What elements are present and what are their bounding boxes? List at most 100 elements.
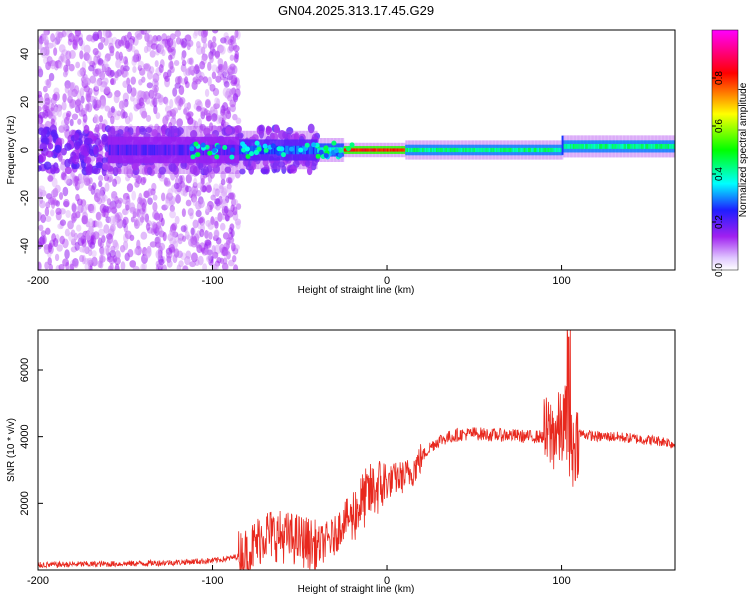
spectral-cell [78, 37, 84, 47]
spectral-cell [150, 43, 158, 50]
ridge-core [646, 143, 649, 149]
spectral-cell [169, 65, 175, 74]
spectral-cell [138, 97, 145, 107]
spectral-cell [50, 33, 56, 43]
spectral-cell [186, 42, 191, 51]
spectral-cell [220, 108, 226, 116]
spectral-cell [211, 64, 218, 73]
spectral-cell [83, 85, 90, 93]
ridge-core [441, 147, 444, 153]
chart-title: GN04.2025.313.17.45.G29 [278, 3, 434, 18]
ridge-core [139, 144, 142, 156]
spectral-cell [68, 63, 75, 72]
spectral-cell [170, 125, 178, 134]
spectral-cell [52, 167, 60, 174]
spectral-cell [211, 244, 216, 254]
spectral-cell [58, 192, 64, 200]
spectral-cell [178, 98, 184, 107]
ridge-core [293, 145, 296, 155]
ridge-core [421, 147, 424, 153]
spectral-cell [229, 54, 235, 61]
ridge-core [152, 144, 155, 156]
spectral-cell [176, 118, 184, 127]
spectral-cell [88, 64, 95, 72]
spectral-cell [182, 190, 188, 197]
spectral-cell [181, 235, 187, 242]
spectral-cell [207, 39, 213, 49]
ridge-core [414, 147, 417, 153]
spectral-cell [156, 35, 162, 42]
ridge-core [356, 148, 359, 152]
ridge-core [440, 147, 442, 153]
spectral-blob [200, 142, 206, 148]
ridge-core [516, 147, 519, 153]
spectral-cell [68, 82, 75, 91]
spectral-cell [145, 114, 152, 122]
spectral-cell [202, 42, 208, 49]
ridge-core [445, 147, 448, 153]
spectral-cell [58, 44, 66, 53]
spectral-cell [64, 84, 70, 94]
spectral-cell [114, 265, 120, 270]
spectral-cell [109, 50, 115, 57]
spectral-cell [88, 177, 93, 185]
ridge-core [125, 144, 128, 156]
spectral-cell [123, 70, 129, 78]
spectral-cell [88, 148, 94, 155]
ridge-core [132, 144, 135, 156]
spectral-cell [71, 202, 76, 211]
spectral-cell [305, 160, 311, 167]
spectral-cell [130, 76, 137, 85]
ridge-core [635, 143, 638, 149]
spectral-cell [113, 93, 120, 104]
spectral-cell [50, 103, 55, 112]
spectral-cell [110, 245, 116, 253]
spectral-cell [227, 185, 232, 194]
ridge-core [613, 143, 616, 149]
ridge-core [313, 145, 315, 155]
ridge-core [641, 143, 643, 149]
ridge-core [401, 148, 403, 152]
ridge-core [671, 143, 674, 149]
ridge-core [113, 144, 116, 156]
snr-line [38, 330, 675, 570]
ridge-core [173, 144, 176, 156]
spectral-blob [315, 153, 321, 159]
spectral-cell [99, 84, 104, 93]
spectral-cell [217, 58, 224, 66]
spectral-cell [97, 189, 104, 199]
spectral-cell [128, 112, 133, 122]
ridge-core [220, 144, 223, 156]
spectral-blob [270, 143, 276, 149]
ridge-core [311, 145, 314, 155]
spectral-cell [230, 75, 236, 83]
spectral-cell [210, 194, 217, 201]
ridge-core [523, 147, 526, 153]
spectral-cell [70, 212, 78, 222]
spectral-cell [239, 168, 246, 175]
spectral-cell [229, 223, 235, 231]
spectral-cell [108, 42, 114, 51]
spectral-cell [286, 126, 294, 135]
ridge-core [407, 147, 410, 153]
ridge-core [599, 143, 602, 149]
spectral-cell [74, 85, 80, 95]
ridge-core [416, 147, 419, 153]
ridge-core [375, 148, 378, 152]
spectral-cell [117, 197, 123, 204]
spectral-cell [103, 77, 109, 85]
ridge-core [268, 145, 271, 155]
ridge-core [597, 143, 600, 149]
y-tick-label: 4000 [19, 424, 31, 448]
spectral-cell [75, 61, 81, 69]
spectral-cell [42, 135, 48, 143]
ridge-core [208, 144, 211, 156]
spectral-cell [192, 219, 199, 229]
spectral-cell [168, 244, 175, 253]
spectral-cell [98, 228, 105, 237]
ridge-core [160, 144, 163, 156]
spectral-cell [122, 208, 128, 215]
ridge-core [403, 148, 406, 152]
ridge-core [562, 143, 565, 149]
